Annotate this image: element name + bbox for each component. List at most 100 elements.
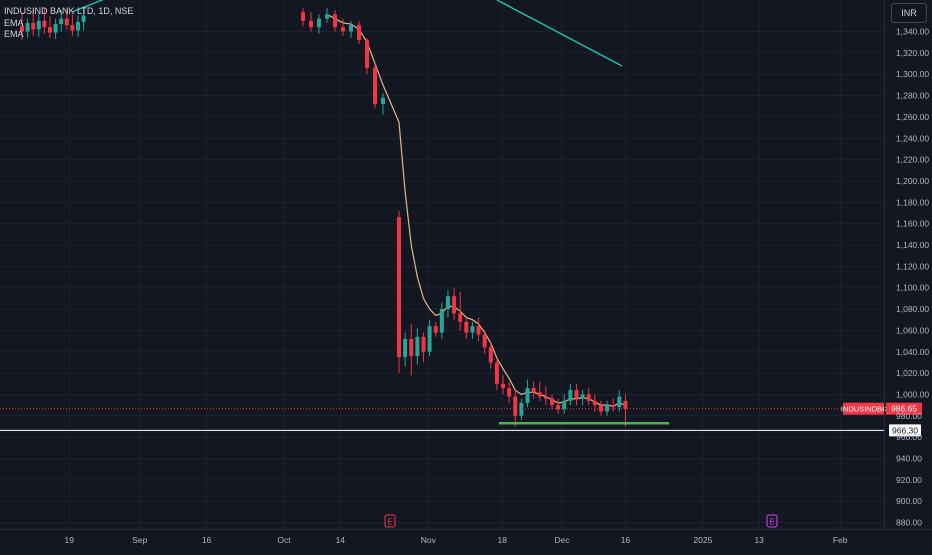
candle-body bbox=[64, 18, 69, 26]
candle-body bbox=[333, 14, 337, 28]
candle-body bbox=[427, 326, 432, 352]
candle-body bbox=[31, 22, 36, 30]
candle-body bbox=[397, 217, 401, 358]
candle-body bbox=[59, 18, 64, 25]
candle-body bbox=[53, 24, 58, 33]
ema-slow-line bbox=[496, 0, 623, 67]
candle-body bbox=[562, 400, 567, 410]
candle-body bbox=[365, 40, 369, 68]
candle-body bbox=[403, 338, 408, 358]
candle-body bbox=[605, 405, 610, 412]
price-tick-label: 1,280.00 bbox=[896, 91, 929, 101]
price-tick-label: 1,160.00 bbox=[896, 219, 929, 229]
symbol-title[interactable]: INDUSIND BANK LTD, 1D, NSE bbox=[4, 6, 134, 16]
time-axis: 19 Sep 16 Oct 14 Nov 18 Dec 16 2025 13 Feb bbox=[0, 529, 932, 545]
price-tick-label: 880.00 bbox=[896, 518, 922, 528]
candle-body bbox=[482, 334, 487, 348]
price-tick-label: 1,200.00 bbox=[896, 176, 929, 186]
time-tick-label: 2025 bbox=[693, 535, 712, 545]
price-tick-label: 1,000.00 bbox=[896, 389, 929, 399]
earnings-event-marker bbox=[384, 514, 396, 528]
price-tick-label: 1,300.00 bbox=[896, 69, 929, 79]
price-tick-label: 900.00 bbox=[896, 496, 922, 506]
ema-fast-line bbox=[326, 13, 626, 407]
earnings-event-label: E bbox=[769, 518, 774, 527]
candle-body bbox=[36, 20, 41, 30]
candles bbox=[20, 8, 628, 427]
candle-body bbox=[341, 27, 345, 32]
candle-body bbox=[525, 388, 530, 403]
ema-indicator-1[interactable]: EMA bbox=[4, 17, 24, 28]
price-axis: 880.00 900.00 920.00 940.00 960.00 980.00 1,00… bbox=[884, 0, 929, 529]
candle-body bbox=[537, 392, 542, 397]
ema-slow-line-early bbox=[71, 0, 104, 13]
candle-body bbox=[488, 347, 493, 363]
candle-body bbox=[25, 22, 30, 32]
candle-body bbox=[592, 400, 597, 406]
candle-body bbox=[357, 25, 361, 41]
symbol-tag: INDUSINDBK bbox=[841, 405, 887, 414]
price-tick-label: 1,120.00 bbox=[896, 261, 929, 271]
price-tick-label: 1,140.00 bbox=[896, 240, 929, 250]
horizontal-line-label: 966.30 bbox=[892, 425, 918, 435]
candle-body bbox=[464, 321, 469, 333]
candle-body bbox=[301, 12, 305, 21]
candle-body bbox=[76, 21, 80, 31]
candle-body bbox=[433, 326, 438, 333]
candle-body bbox=[574, 390, 579, 399]
ema-indicator-2[interactable]: EMA bbox=[4, 29, 24, 39]
candle-body bbox=[476, 326, 481, 335]
indicator-lines bbox=[71, 0, 626, 407]
price-tick-label: 1,060.00 bbox=[896, 325, 929, 335]
currency-button[interactable]: INR bbox=[891, 3, 927, 23]
time-tick-label: 13 bbox=[754, 535, 764, 545]
candle-body bbox=[42, 20, 47, 28]
candle-body bbox=[439, 309, 444, 333]
price-tick-label: 1,320.00 bbox=[896, 48, 929, 58]
candle-body bbox=[556, 405, 561, 410]
time-tick-label: Sep bbox=[132, 535, 147, 545]
price-tick-label: 1,260.00 bbox=[896, 112, 929, 122]
candle-body bbox=[507, 388, 512, 397]
time-tick-label: Oct bbox=[277, 535, 291, 545]
time-tick-label: Feb bbox=[833, 535, 848, 545]
candle-body bbox=[452, 296, 457, 314]
candle-body bbox=[48, 27, 52, 33]
price-tick-label: 1,100.00 bbox=[896, 283, 929, 293]
candle-body bbox=[317, 18, 321, 28]
time-tick-label: Dec bbox=[555, 535, 571, 545]
candle-body bbox=[470, 326, 475, 333]
candle-body bbox=[81, 15, 86, 22]
candle-body bbox=[70, 25, 75, 31]
candle-body bbox=[611, 405, 616, 408]
candle-body bbox=[421, 336, 426, 352]
chart-legend: INDUSIND BANK LTD, 1D, NSE EMA EMA bbox=[4, 6, 133, 41]
symbol-tag-bg bbox=[843, 402, 885, 415]
price-markers: 966.30 INDUSINDBK 986.65 bbox=[0, 402, 922, 437]
candle-body bbox=[543, 396, 548, 399]
price-tick-label: 1,080.00 bbox=[896, 304, 929, 314]
time-tick-label: Nov bbox=[421, 535, 437, 545]
price-tick-label: 1,340.00 bbox=[896, 27, 929, 37]
candle-body bbox=[617, 396, 622, 408]
last-price-badge bbox=[886, 402, 922, 415]
price-tick-label: 1,040.00 bbox=[896, 347, 929, 357]
price-tick-label: 940.00 bbox=[896, 454, 922, 464]
price-tick-label: 1,220.00 bbox=[896, 155, 929, 165]
price-tick-label: 1,020.00 bbox=[896, 368, 929, 378]
candle-body bbox=[513, 396, 518, 416]
price-tick-label: 980.00 bbox=[896, 411, 922, 421]
candle-body bbox=[494, 362, 499, 384]
candle-body bbox=[623, 400, 628, 409]
price-tick-label: 1,240.00 bbox=[896, 133, 929, 143]
candle-body bbox=[415, 336, 420, 357]
candle-body bbox=[586, 394, 591, 401]
candle-body bbox=[531, 388, 536, 393]
price-tick-label: 920.00 bbox=[896, 475, 922, 485]
candle-body bbox=[580, 394, 585, 399]
candle-body bbox=[501, 383, 506, 389]
candle-body bbox=[445, 296, 450, 310]
